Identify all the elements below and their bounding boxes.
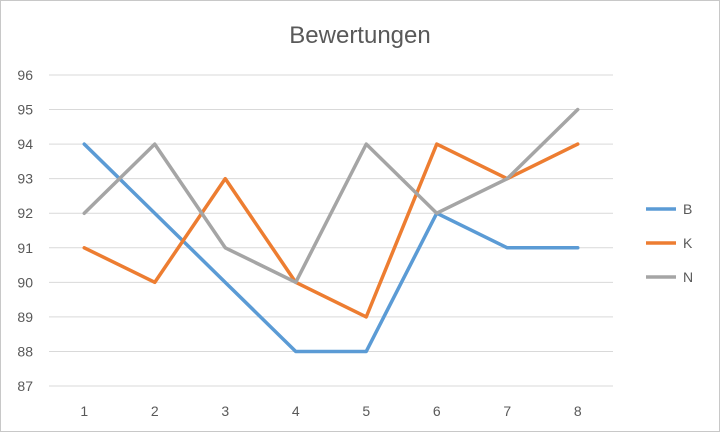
x-tick-label: 2 (151, 403, 159, 419)
x-axis: 1 2 3 4 5 6 7 8 (80, 403, 582, 419)
y-tick-label: 87 (17, 378, 33, 394)
legend-item-n: N (646, 269, 693, 285)
series-lines (82, 107, 580, 354)
legend-label: N (683, 269, 693, 285)
legend-item-k: K (646, 235, 693, 251)
chart-title: Bewertungen (289, 22, 430, 49)
legend: B K N (646, 201, 693, 285)
x-tick-label: 7 (503, 403, 511, 419)
legend-label: K (683, 235, 693, 251)
x-tick-label: 3 (221, 403, 229, 419)
series-line-b (82, 142, 580, 354)
y-tick-label: 92 (17, 205, 33, 221)
y-tick-label: 96 (17, 67, 33, 83)
legend-item-b: B (646, 201, 692, 217)
series-line-n (82, 107, 580, 285)
y-tick-label: 93 (17, 171, 33, 187)
y-tick-label: 90 (17, 274, 33, 290)
grid-lines (49, 74, 613, 387)
x-tick-label: 4 (292, 403, 300, 419)
y-tick-label: 88 (17, 343, 33, 359)
y-tick-label: 91 (17, 240, 33, 256)
y-tick-label: 94 (17, 136, 33, 152)
x-tick-label: 8 (574, 403, 582, 419)
x-tick-label: 5 (362, 403, 370, 419)
series-line-k (82, 142, 580, 319)
x-tick-label: 1 (80, 403, 88, 419)
y-tick-label: 89 (17, 309, 33, 325)
y-tick-label: 95 (17, 102, 33, 118)
legend-label: B (683, 201, 692, 217)
x-tick-label: 6 (433, 403, 441, 419)
y-axis: 87 88 89 90 91 92 93 94 95 96 (17, 67, 33, 394)
